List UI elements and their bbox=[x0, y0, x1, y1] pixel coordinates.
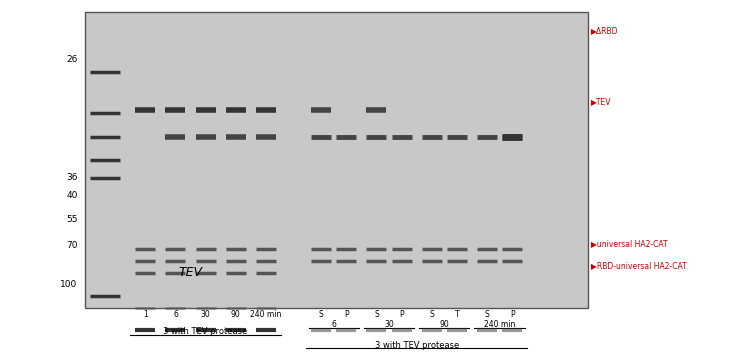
Text: TEV: TEV bbox=[179, 266, 202, 279]
Text: 6: 6 bbox=[331, 320, 336, 329]
Text: 90: 90 bbox=[231, 310, 241, 319]
Text: ▶universal HA2-CAT: ▶universal HA2-CAT bbox=[591, 239, 668, 248]
Text: 36: 36 bbox=[66, 173, 78, 182]
Text: 6: 6 bbox=[173, 310, 178, 319]
Text: 40: 40 bbox=[67, 191, 78, 200]
Text: ▶RBD-universal HA2-CAT: ▶RBD-universal HA2-CAT bbox=[591, 261, 687, 270]
Text: S: S bbox=[319, 310, 324, 319]
Text: 3 with TEV protease: 3 with TEV protease bbox=[163, 328, 248, 336]
Text: P: P bbox=[344, 310, 349, 319]
Text: S: S bbox=[374, 310, 379, 319]
Text: 1: 1 bbox=[143, 310, 148, 319]
Text: S: S bbox=[429, 310, 434, 319]
Text: 240 min: 240 min bbox=[251, 310, 282, 319]
Text: S: S bbox=[485, 310, 489, 319]
Text: P: P bbox=[399, 310, 404, 319]
Text: 30: 30 bbox=[201, 310, 211, 319]
Text: T: T bbox=[454, 310, 459, 319]
Text: 90: 90 bbox=[440, 320, 449, 329]
Text: 3 with TEV protease: 3 with TEV protease bbox=[375, 341, 459, 350]
Text: 30: 30 bbox=[384, 320, 394, 329]
Text: 26: 26 bbox=[67, 55, 78, 64]
Text: ▶TEV: ▶TEV bbox=[591, 97, 612, 106]
Text: 240 min: 240 min bbox=[484, 320, 515, 329]
Text: P: P bbox=[510, 310, 514, 319]
Text: 70: 70 bbox=[66, 241, 78, 250]
FancyBboxPatch shape bbox=[85, 12, 588, 308]
Text: ▶ΔRBD: ▶ΔRBD bbox=[591, 26, 619, 35]
Text: 100: 100 bbox=[61, 280, 78, 289]
Text: 55: 55 bbox=[66, 215, 78, 224]
